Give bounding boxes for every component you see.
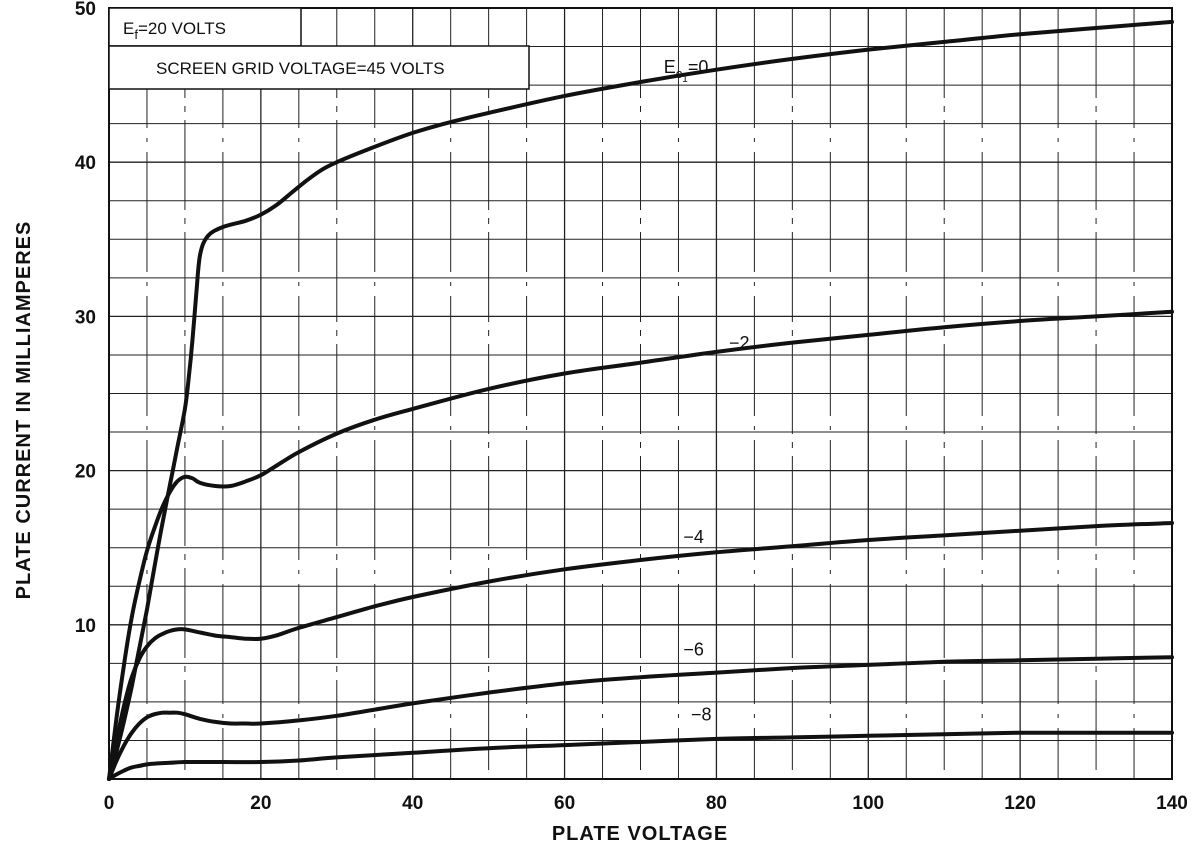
screen-note: SCREEN GRID VOLTAGE=45 VOLTS (108, 45, 530, 90)
x-tick-label: 20 (250, 793, 271, 814)
series-line-5 (107, 730, 1174, 781)
svg-text:Ef=20 VOLTS: Ef=20 VOLTS (123, 19, 226, 42)
series-label: −2 (729, 333, 750, 353)
filament-note-rest: =20 VOLTS (138, 19, 226, 38)
series-line-4 (107, 655, 1174, 781)
x-tick-label: 100 (852, 793, 884, 814)
screen-note-text: SCREEN GRID VOLTAGE=45 VOLTS (156, 59, 445, 78)
x-tick-label: 0 (104, 793, 115, 814)
x-tick-label: 120 (1004, 793, 1036, 814)
tick-labels: 0 20 40 60 80 100 120 140 10 20 30 40 50 (75, 0, 1188, 814)
y-axis-title: PLATE CURRENT IN MILLIAMPERES (13, 221, 35, 600)
series-line-1 (107, 19, 1174, 781)
x-tick-label: 140 (1156, 793, 1188, 814)
x-tick-label: 80 (706, 793, 727, 814)
filament-note: Ef=20 VOLTS (108, 7, 302, 47)
series-label: −6 (683, 640, 704, 660)
series-label: Ec1=0 (664, 57, 709, 85)
series-label: −8 (691, 704, 712, 724)
series-label: −4 (683, 527, 704, 547)
curves: Ec1=0 −2 −4 −6 −8 (107, 19, 1174, 781)
series-line-3 (107, 521, 1174, 781)
y-tick-label: 40 (75, 153, 96, 174)
x-tick-label: 60 (554, 793, 575, 814)
y-tick-label: 10 (75, 616, 96, 637)
series-line-2 (107, 309, 1174, 781)
y-tick-label: 20 (75, 462, 96, 483)
y-tick-label: 30 (75, 307, 96, 328)
plot-frame (108, 7, 1173, 780)
grid (109, 8, 1172, 779)
y-tick-label: 50 (75, 0, 96, 20)
filament-note-sub: f (134, 27, 138, 42)
filament-note-main: E (123, 19, 134, 38)
x-tick-label: 40 (402, 793, 423, 814)
x-axis-title: PLATE VOLTAGE (552, 823, 728, 845)
